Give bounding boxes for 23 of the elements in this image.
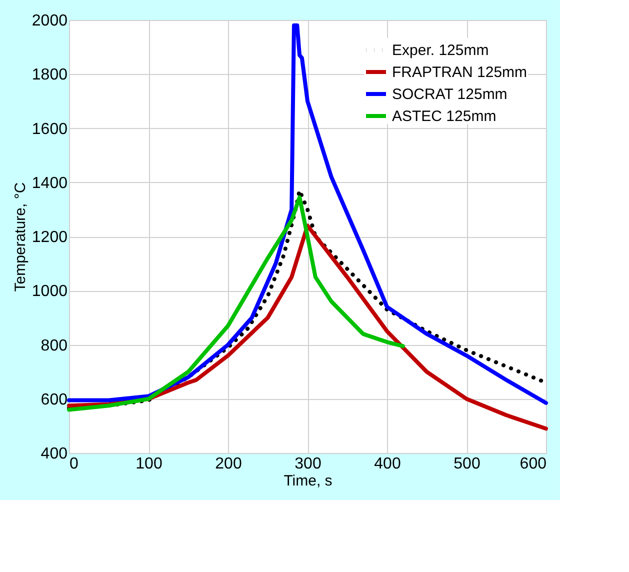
x-tick-label: 0 [70, 456, 78, 472]
line-series [67, 23, 548, 405]
legend-label: FRAPTRAN 125mm [392, 64, 528, 81]
y-axis-title: Temperature, °C [12, 182, 29, 292]
y-tick-label: 2000 [32, 12, 68, 30]
x-tick-label: 400 [374, 456, 401, 472]
x-tick-label: 200 [215, 456, 242, 472]
y-tick-label: 600 [40, 391, 68, 408]
x-axis-title: Time, s [284, 472, 332, 490]
y-tick-label: 1000 [32, 283, 68, 300]
y-tick-label: 1800 [32, 66, 68, 84]
x-tick-label: 100 [136, 456, 162, 472]
x-tick-label: 500 [454, 456, 480, 472]
y-tick-label: 1400 [32, 174, 68, 192]
x-tick-label: 600 [520, 456, 547, 472]
y-tick-label: 800 [40, 337, 68, 354]
legend-label: ASTEC 125mm [392, 108, 496, 125]
legend-label: Exper. 125mm [392, 42, 489, 59]
y-tick-label: 1200 [32, 229, 68, 246]
line-series [67, 195, 405, 412]
y-tick-label: 1600 [32, 120, 68, 138]
x-tick-label: 300 [294, 456, 322, 472]
legend-label: SOCRAT 125mm [392, 86, 508, 103]
